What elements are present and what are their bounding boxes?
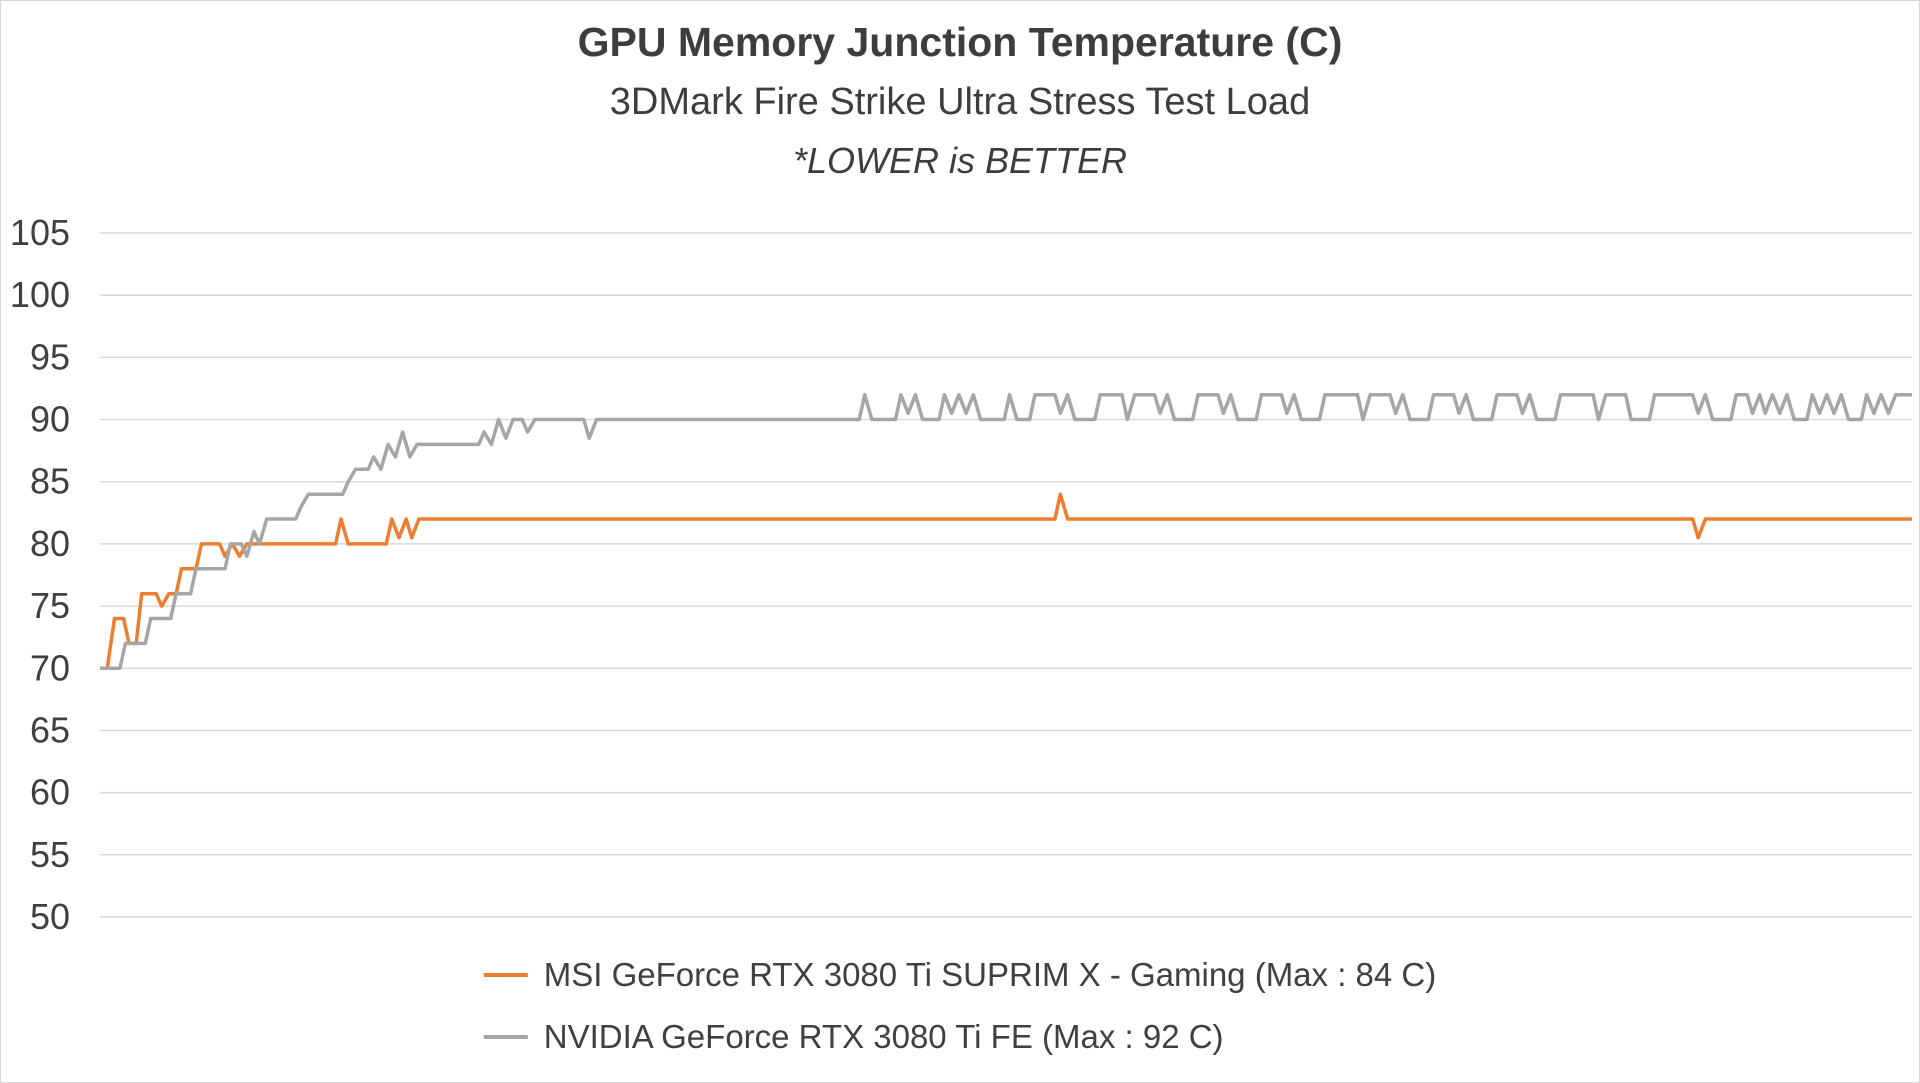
y-axis-tick-label: 80	[30, 523, 70, 564]
y-axis-tick-label: 75	[30, 585, 70, 626]
legend-item-nvidia-fe: NVIDIA GeForce RTX 3080 Ti FE (Max : 92 …	[483, 1018, 1224, 1056]
chart-note: *LOWER is BETTER	[792, 140, 1128, 181]
y-axis-tick-label: 65	[30, 710, 70, 751]
legend-line-swatch	[483, 1035, 528, 1039]
legend-label: NVIDIA GeForce RTX 3080 Ti FE (Max : 92 …	[543, 1018, 1224, 1055]
y-axis-tick-label: 70	[30, 647, 70, 688]
y-axis-tick-label: 50	[30, 896, 70, 937]
y-axis-tick-label: 100	[10, 274, 70, 315]
chart-title: GPU Memory Junction Temperature (C)	[577, 19, 1343, 65]
legend-item-msi-suprim-x: MSI GeForce RTX 3080 Ti SUPRIM X - Gamin…	[483, 956, 1437, 994]
legend-line-swatch	[483, 973, 528, 977]
series-line-msi-suprim-x	[100, 492, 1912, 671]
y-axis-tick-label: 105	[10, 212, 70, 253]
y-axis-tick-label: 85	[30, 461, 70, 502]
series-line-nvidia-fe	[100, 392, 1912, 671]
legend: MSI GeForce RTX 3080 Ti SUPRIM X - Gamin…	[483, 956, 1437, 1056]
chart-header: GPU Memory Junction Temperature (C) 3DMa…	[0, 12, 1920, 190]
legend-label: MSI GeForce RTX 3080 Ti SUPRIM X - Gamin…	[543, 956, 1437, 993]
y-axis-tick-label: 95	[30, 336, 70, 377]
y-axis-tick-label: 55	[30, 834, 70, 875]
chart-subtitle: 3DMark Fire Strike Ultra Stress Test Loa…	[609, 81, 1311, 123]
y-axis-tick-label: 90	[30, 399, 70, 440]
y-axis-tick-label: 60	[30, 772, 70, 813]
